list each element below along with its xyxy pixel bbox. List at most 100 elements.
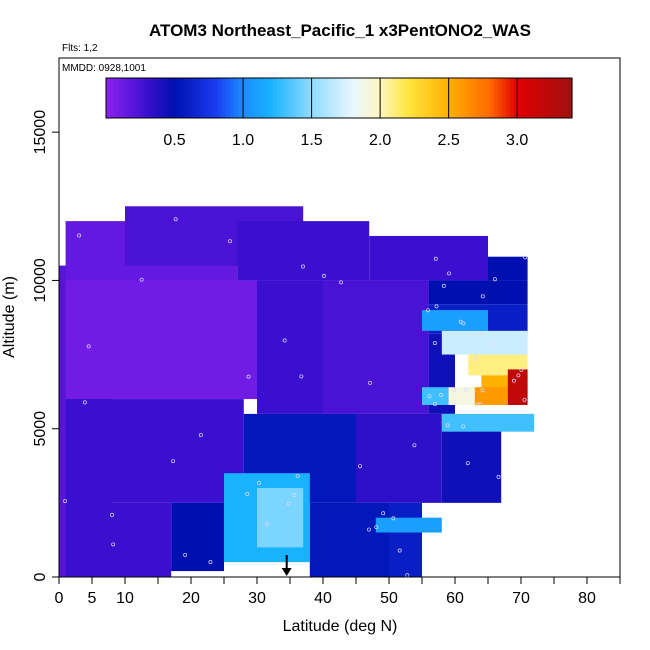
sample-point xyxy=(523,255,528,260)
colorbar-segment xyxy=(292,78,297,118)
heat-cell xyxy=(474,387,508,405)
sample-point xyxy=(475,402,480,407)
colorbar-segment xyxy=(241,78,247,118)
colorbar-segment xyxy=(307,78,313,118)
heat-cell xyxy=(65,399,244,503)
colorbar-segment xyxy=(443,78,449,118)
colorbar-segment xyxy=(148,78,154,118)
colorbar-segment xyxy=(327,78,332,118)
colorbar-segment xyxy=(133,78,138,118)
colorbar-segment xyxy=(393,78,398,118)
colorbar-tick-label: 1.0 xyxy=(232,132,254,149)
colorbar-segment xyxy=(280,78,286,118)
sample-point xyxy=(465,461,470,466)
sample-point xyxy=(367,527,371,532)
colorbar-segment xyxy=(152,78,158,118)
heat-cell xyxy=(323,280,429,414)
colorbar-segment xyxy=(140,78,146,118)
chart-title: ATOM3 Northeast_Pacific_1 x3PentONO2_WAS xyxy=(149,21,531,40)
colorbar-segment xyxy=(463,78,468,118)
dates-note: MMDD: 0928,1001 xyxy=(62,63,146,74)
colorbar-segment xyxy=(234,78,239,118)
sample-point xyxy=(339,280,343,285)
heat-cell xyxy=(488,256,528,281)
sample-point xyxy=(77,233,82,238)
colorbar-segment xyxy=(315,78,321,118)
colorbar-segment xyxy=(199,78,204,118)
sample-point xyxy=(208,560,213,565)
sample-point xyxy=(257,480,262,485)
colorbar-segment xyxy=(420,78,426,118)
colorbar-segment xyxy=(432,78,437,118)
colorbar-segment xyxy=(471,78,476,118)
colorbar-segment xyxy=(238,78,243,118)
colorbar-segment xyxy=(187,78,193,118)
colorbar-segment xyxy=(156,78,161,118)
colorbar-segment xyxy=(552,78,558,118)
y-tick-label: 0 xyxy=(32,572,49,581)
sample-point xyxy=(445,423,450,428)
flights-note: Flts: 1,2 xyxy=(62,43,98,54)
heat-cell xyxy=(441,413,535,432)
colorbar-segment xyxy=(381,78,387,118)
colorbar-segment xyxy=(269,78,274,118)
sample-point xyxy=(432,341,437,346)
heat-cell xyxy=(65,502,172,577)
colorbar-segment xyxy=(436,78,441,118)
colorbar-segment xyxy=(257,78,262,118)
sample-point xyxy=(322,273,326,278)
colorbar-segment xyxy=(109,78,115,118)
colorbar-segment xyxy=(230,78,235,118)
axes: 0 5 10 20 30 40 50 60 70 80 0 5000 10000 15000 xyxy=(32,110,621,607)
colorbar-segment xyxy=(564,78,569,118)
sample-point xyxy=(490,341,495,346)
colorbar-segment xyxy=(548,78,554,118)
colorbar-segment xyxy=(517,78,523,118)
heatmap-layer xyxy=(59,206,535,577)
colorbar-segment xyxy=(397,78,402,118)
colorbar-segment xyxy=(451,78,457,118)
colorbar-segment xyxy=(195,78,200,118)
sample-point xyxy=(441,283,446,288)
colorbar-tick-label: 1.5 xyxy=(300,132,322,149)
x-tick-label: 0 xyxy=(55,590,64,607)
x-tick-label: 70 xyxy=(512,590,530,607)
colorbar-segment xyxy=(160,78,165,118)
colorbar-segment xyxy=(265,78,270,118)
sample-point xyxy=(433,256,438,261)
colorbar-segment xyxy=(373,78,379,118)
colorbar-segment xyxy=(502,78,507,118)
colorbar-segment xyxy=(474,78,480,118)
sample-point xyxy=(427,394,432,399)
sample-point xyxy=(473,356,478,361)
colorbar-segment xyxy=(389,78,394,118)
colorbar: 0.5 1.0 1.5 2.0 2.5 3.0 xyxy=(105,77,573,149)
x-tick-label: 50 xyxy=(380,590,398,607)
sample-point xyxy=(512,378,517,383)
colorbar-segment xyxy=(210,78,216,118)
colorbar-segment xyxy=(284,78,290,118)
sample-point xyxy=(433,402,437,407)
colorbar-segment xyxy=(226,78,231,118)
latitude-marker xyxy=(281,555,292,576)
colorbar-segment xyxy=(113,78,119,118)
heat-cell xyxy=(428,280,528,305)
x-tick-label: 10 xyxy=(116,590,134,607)
colorbar-segment xyxy=(385,78,391,118)
colorbar-segment xyxy=(253,78,259,118)
sample-point xyxy=(412,443,417,448)
sample-point xyxy=(397,548,402,553)
colorbar-segment xyxy=(342,78,348,118)
sample-points-layer xyxy=(63,217,528,578)
colorbar-segment xyxy=(366,78,371,118)
sample-point xyxy=(109,512,114,517)
colorbar-tick-label: 2.0 xyxy=(369,132,391,149)
colorbar-segment xyxy=(490,78,495,118)
colorbar-segment xyxy=(537,78,542,118)
heat-cell xyxy=(375,517,442,533)
sample-point xyxy=(458,319,463,324)
colorbar-segment xyxy=(117,78,123,118)
colorbar-segment xyxy=(358,78,363,118)
sample-point xyxy=(447,271,451,276)
